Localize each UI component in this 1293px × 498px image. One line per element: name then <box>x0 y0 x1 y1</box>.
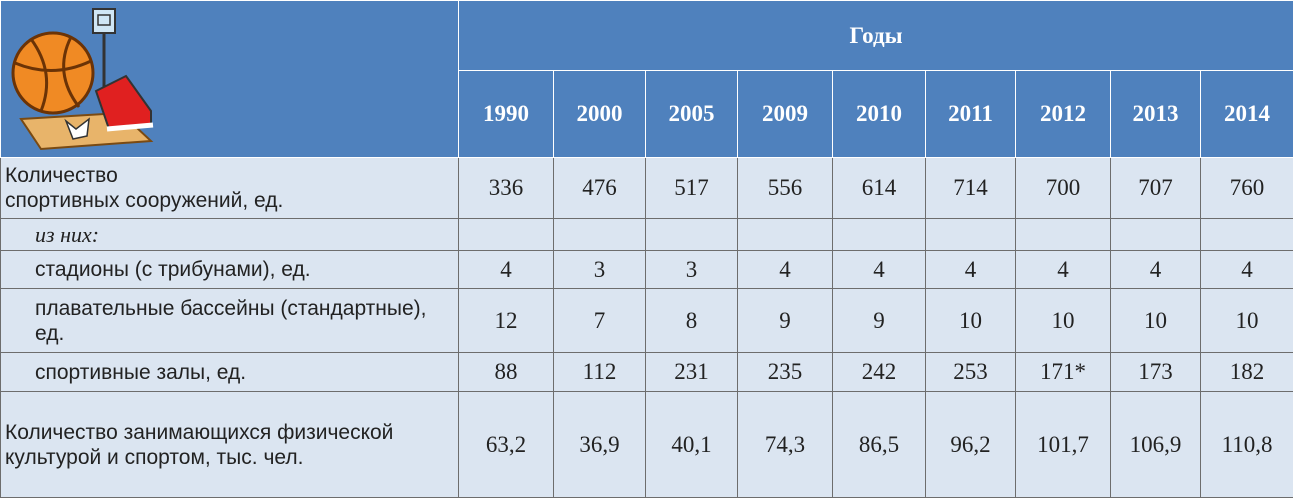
row-label: стадионы (с трибунами), ед. <box>1 251 459 289</box>
value-cell: 96,2 <box>926 392 1016 498</box>
value-cell: 9 <box>833 289 926 353</box>
year-header: 2011 <box>926 71 1016 158</box>
value-cell: 7 <box>554 289 646 353</box>
value-cell: 9 <box>738 289 833 353</box>
value-cell: 4 <box>738 251 833 289</box>
value-cell: 517 <box>646 158 738 219</box>
value-cell: 74,3 <box>738 392 833 498</box>
value-cell <box>1111 219 1201 251</box>
year-header: 2013 <box>1111 71 1201 158</box>
value-cell: 110,8 <box>1201 392 1293 498</box>
year-header: 2009 <box>738 71 833 158</box>
value-cell: 86,5 <box>833 392 926 498</box>
year-header: 2014 <box>1201 71 1293 158</box>
value-cell: 8 <box>646 289 738 353</box>
value-cell: 10 <box>1111 289 1201 353</box>
value-cell: 10 <box>926 289 1016 353</box>
value-cell: 10 <box>1016 289 1111 353</box>
year-header: 2005 <box>646 71 738 158</box>
value-cell: 36,9 <box>554 392 646 498</box>
year-header: 2010 <box>833 71 926 158</box>
value-cell: 4 <box>1201 251 1293 289</box>
value-cell: 700 <box>1016 158 1111 219</box>
value-cell: 173 <box>1111 353 1201 392</box>
value-cell <box>926 219 1016 251</box>
value-cell: 242 <box>833 353 926 392</box>
value-cell: 4 <box>833 251 926 289</box>
value-cell <box>833 219 926 251</box>
value-cell: 171* <box>1016 353 1111 392</box>
value-cell: 88 <box>459 353 554 392</box>
value-cell: 556 <box>738 158 833 219</box>
value-cell: 336 <box>459 158 554 219</box>
value-cell: 106,9 <box>1111 392 1201 498</box>
value-cell: 614 <box>833 158 926 219</box>
value-cell: 707 <box>1111 158 1201 219</box>
value-cell <box>1016 219 1111 251</box>
table-row: плавательные бассейны (стандартные), ед.… <box>1 289 1293 353</box>
value-cell <box>738 219 833 251</box>
value-cell: 101,7 <box>1016 392 1111 498</box>
row-label: плавательные бассейны (стандартные), ед. <box>1 289 459 353</box>
value-cell: 4 <box>1016 251 1111 289</box>
value-cell <box>554 219 646 251</box>
value-cell: 182 <box>1201 353 1293 392</box>
value-cell: 714 <box>926 158 1016 219</box>
group-header: Годы <box>459 1 1293 71</box>
value-cell: 40,1 <box>646 392 738 498</box>
table-row: из них: <box>1 219 1293 251</box>
basketball-icon <box>1 1 171 151</box>
value-cell: 10 <box>1201 289 1293 353</box>
value-cell <box>646 219 738 251</box>
value-cell <box>1201 219 1293 251</box>
row-label: спортивные залы, ед. <box>1 353 459 392</box>
value-cell: 235 <box>738 353 833 392</box>
value-cell: 4 <box>1111 251 1201 289</box>
row-label: из них: <box>1 219 459 251</box>
year-header: 2000 <box>554 71 646 158</box>
year-header: 2012 <box>1016 71 1111 158</box>
value-cell: 3 <box>554 251 646 289</box>
value-cell: 112 <box>554 353 646 392</box>
row-label: Количество спортивных сооружений, ед. <box>1 158 459 219</box>
value-cell: 253 <box>926 353 1016 392</box>
value-cell: 3 <box>646 251 738 289</box>
value-cell <box>459 219 554 251</box>
value-cell: 476 <box>554 158 646 219</box>
table-row: Количество занимающихся физической культ… <box>1 392 1293 498</box>
value-cell: 12 <box>459 289 554 353</box>
icon-cell <box>1 1 459 158</box>
year-header: 1990 <box>459 71 554 158</box>
value-cell: 231 <box>646 353 738 392</box>
row-label: Количество занимающихся физической культ… <box>1 392 459 498</box>
value-cell: 4 <box>459 251 554 289</box>
value-cell: 760 <box>1201 158 1293 219</box>
table-row: Количество спортивных сооружений, ед.336… <box>1 158 1293 219</box>
value-cell: 63,2 <box>459 392 554 498</box>
value-cell: 4 <box>926 251 1016 289</box>
